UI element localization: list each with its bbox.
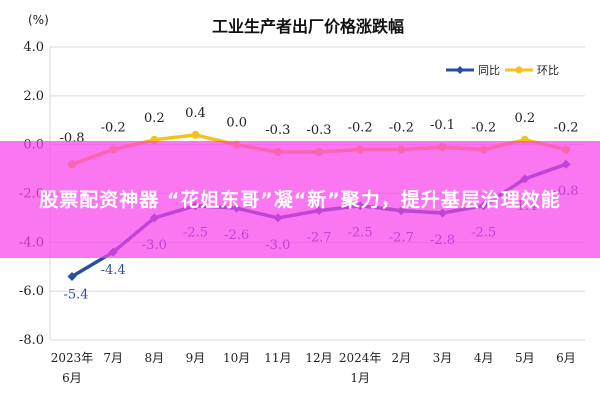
x-tick-label: 10月 [223,351,250,365]
data-point [67,272,77,282]
data-label: -0.2 [348,121,373,136]
data-label: -0.3 [306,123,331,138]
data-label: 0.2 [144,111,165,126]
data-label: -0.2 [553,121,578,136]
x-tick-label: 2月 [392,351,412,365]
y-tick-label: -8.0 [19,333,44,348]
data-label: -4.4 [101,263,126,278]
legend-label: 同比 [478,64,500,77]
data-label: -0.2 [471,121,496,136]
data-label: -5.4 [63,288,88,303]
x-tick-label: 4月 [474,351,494,365]
data-label: -0.2 [101,121,126,136]
data-label: 0.2 [514,111,535,126]
x-tick-label: 2024年 1月 [339,351,382,385]
data-label: -0.1 [430,118,455,133]
data-label: 0.4 [185,106,206,121]
data-label: -0.3 [265,123,290,138]
legend-label: 环比 [537,64,559,77]
x-tick-label: 7月 [103,351,123,365]
x-tick-label: 12月 [305,351,332,365]
x-tick-label: 5月 [515,351,535,365]
data-label: -0.2 [389,121,414,136]
data-label: 0.0 [226,116,247,131]
x-tick-label: 3月 [433,351,453,365]
legend-marker [515,66,523,74]
chart-title: 工业生产者出厂价格涨跌幅 [212,17,404,36]
x-axis-ticks: 2023年 6月 7月 8月 9月 10月 11月 12月 2024年 1月 2月 3月 4月 5月 6月 [51,351,576,385]
x-tick-label: 2023年 6月 [51,351,94,385]
y-tick-label: 4.0 [23,40,44,55]
y-unit-label: (%) [28,13,49,27]
legend-marker [456,66,464,74]
y-tick-label: 2.0 [23,89,44,104]
data-point [191,130,200,139]
legend: 同比 环比 [446,64,559,77]
x-tick-label: 9月 [186,351,206,365]
y-tick-label: -6.0 [19,284,44,299]
x-tick-label: 6月 [556,351,576,365]
x-tick-label: 8月 [145,351,165,365]
overlay-banner[interactable]: 股票配资神器 “花姐东哥”凝“新”聚力，提升基层治理效能 [0,141,600,258]
x-tick-label: 11月 [264,351,291,365]
banner-headline[interactable]: 股票配资神器 “花姐东哥”凝“新”聚力，提升基层治理效能 [39,188,561,211]
